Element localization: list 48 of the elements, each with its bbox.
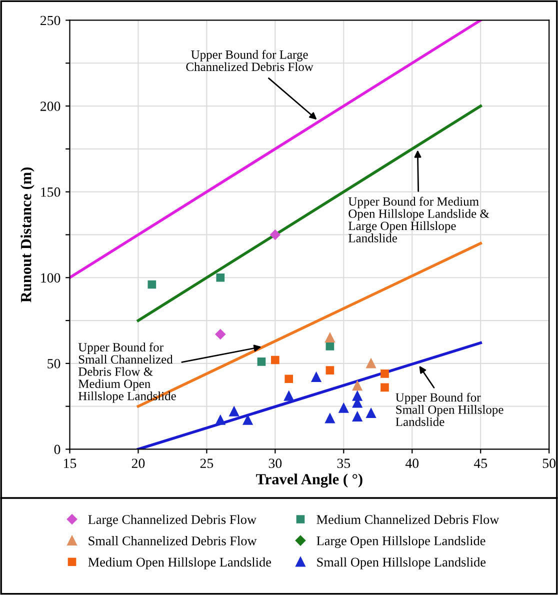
annotation: Upper Bound for Medium Open Hillslope Landslide & Large Open Hillslope Landslide bbox=[348, 196, 490, 242]
point bbox=[380, 383, 389, 392]
y-tick-label: 250 bbox=[40, 16, 60, 26]
x-tick-label: 45 bbox=[474, 458, 487, 468]
legend-label: Large Channelized Debris Flow bbox=[88, 514, 256, 527]
y-tick-label: 200 bbox=[40, 102, 60, 111]
point bbox=[284, 374, 294, 384]
y-tick-label: 150 bbox=[41, 187, 60, 197]
point bbox=[311, 372, 322, 382]
x-tick-label: 50 bbox=[542, 458, 556, 468]
point bbox=[148, 280, 156, 289]
point bbox=[271, 356, 280, 364]
point bbox=[242, 415, 253, 425]
y-tick-label: 100 bbox=[41, 273, 60, 283]
point bbox=[352, 412, 362, 422]
x-tick-label: 30 bbox=[268, 458, 282, 468]
legend-label: Medium Open Hillslope Landslide bbox=[88, 557, 271, 570]
x-tick-label: 35 bbox=[337, 458, 350, 468]
annotation: Upper Bound for Large Channelized Debris Flow bbox=[186, 50, 314, 72]
point bbox=[229, 406, 239, 416]
x-tick-label: 40 bbox=[405, 458, 419, 468]
y-axis-title: Runout Distance (m) bbox=[20, 168, 34, 302]
x-tick-label: 20 bbox=[132, 458, 145, 468]
y-tick-label: 50 bbox=[48, 359, 60, 368]
point bbox=[338, 403, 349, 413]
point bbox=[284, 391, 294, 401]
legend-label: Small Channelized Debris Flow bbox=[88, 536, 257, 546]
legend-label: Small Open Hillslope Landslide bbox=[317, 557, 486, 570]
point bbox=[380, 370, 389, 378]
point bbox=[325, 413, 335, 424]
point bbox=[326, 366, 334, 374]
point bbox=[352, 380, 362, 391]
x-tick-label: 25 bbox=[200, 458, 214, 468]
point bbox=[216, 273, 225, 282]
x-axis-title: Travel Angle ( °) bbox=[256, 474, 362, 488]
point bbox=[366, 358, 376, 368]
point bbox=[270, 230, 280, 240]
legend-label: Large Open Hillslope Landslide bbox=[316, 536, 486, 548]
annotation: Upper Bound for Small Open Hillslope Landslide bbox=[396, 392, 504, 426]
y-tick-label: 0 bbox=[54, 444, 60, 454]
point bbox=[216, 415, 226, 425]
point bbox=[257, 358, 266, 366]
point bbox=[366, 408, 376, 418]
x-tick-label: 15 bbox=[64, 458, 76, 468]
legend-label: Medium Channelized Debris Flow bbox=[316, 514, 500, 524]
point bbox=[215, 329, 226, 340]
point bbox=[325, 332, 335, 343]
point bbox=[326, 342, 334, 350]
